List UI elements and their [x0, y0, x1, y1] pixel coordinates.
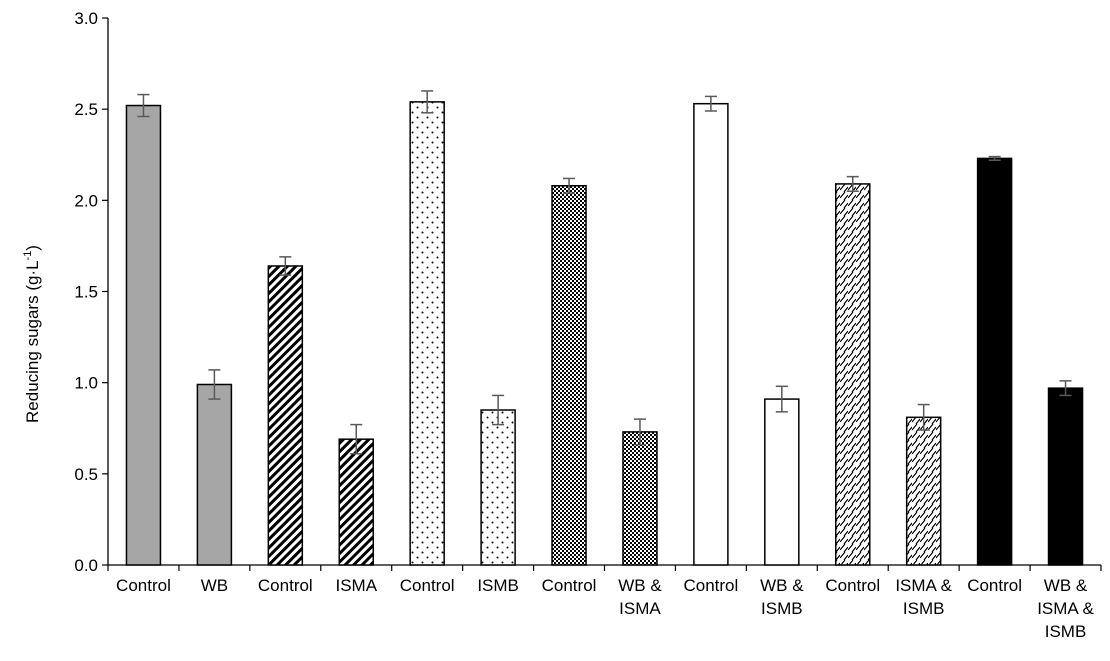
bar	[622, 431, 658, 566]
x-tick-label: Control	[542, 576, 597, 595]
x-tick-label: Control	[967, 576, 1022, 595]
bar	[976, 157, 1013, 566]
y-tick-label: 1.5	[74, 283, 98, 302]
x-tick-label: WB	[201, 576, 228, 595]
x-tick-label: ISMB	[477, 576, 519, 595]
bar	[409, 101, 445, 566]
x-tick-label: ISMA & ISMB	[895, 576, 952, 618]
bar	[125, 104, 162, 566]
bar	[480, 409, 516, 566]
x-tick-label: Control	[683, 576, 738, 595]
bar	[905, 416, 942, 566]
y-tick-label: 0.0	[74, 556, 98, 575]
x-tick-label: ISMA	[335, 576, 377, 595]
x-tick-label: Control	[400, 576, 455, 595]
bar	[267, 265, 304, 566]
y-tick-label: 2.5	[74, 100, 98, 119]
plot-area: 0.0 0.5 1.0 1.5 2.0 2.5 3.0 Control WB Control ISM…	[74, 9, 1102, 641]
bar	[1047, 387, 1084, 566]
x-tick-label: WB & ISMA & ISMB	[1037, 576, 1094, 641]
y-tick-label: 0.5	[74, 465, 98, 484]
x-tick-label: Control	[825, 576, 880, 595]
x-tick-label: WB & ISMB	[760, 576, 804, 618]
x-tick-label: Control	[258, 576, 313, 595]
bar	[338, 438, 374, 566]
x-tick-label: WB & ISMA	[618, 576, 662, 618]
y-tick-label: 1.0	[74, 374, 98, 393]
y-tick-label: 3.0	[74, 9, 98, 28]
y-tick-label: 2.0	[74, 191, 98, 210]
y-axis-title: Reducing sugars (g·L-1)	[22, 245, 42, 423]
bar	[835, 183, 871, 566]
bar	[693, 102, 729, 566]
y-axis-title-group: Reducing sugars (g·L-1)	[22, 245, 42, 423]
bar	[196, 383, 233, 566]
bar	[551, 184, 587, 566]
bar	[764, 398, 800, 566]
x-tick-label: Control	[116, 576, 171, 595]
